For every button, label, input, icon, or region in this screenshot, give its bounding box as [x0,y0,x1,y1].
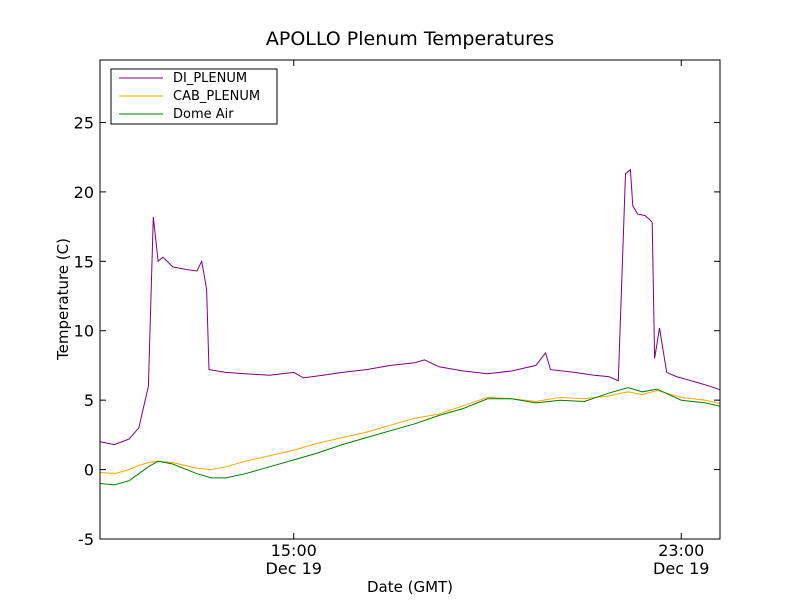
series-line-di-plenum [100,168,720,446]
legend: DI_PLENUM CAB_PLENUM Dome Air [110,68,278,125]
series-line-cab-plenum [100,389,720,475]
legend-label-dome-air: Dome Air [173,107,234,122]
y-tick-label: 15 [74,252,94,271]
x-tick-label-time: 23:00 [658,541,704,560]
y-tick-label: -5 [78,530,94,549]
x-tick-label-date: Dec 19 [653,559,709,578]
series-layer [100,168,720,486]
y-tick-label: 25 [74,113,94,132]
y-axis-label: Temperature (C) [54,238,72,361]
x-tick-label-time: 15:00 [271,541,317,560]
legend-label-cab-plenum: CAB_PLENUM [173,89,260,104]
y-axis: -5 0 5 10 15 20 25 [74,113,720,549]
plot-frame [99,59,721,540]
y-tick-label: 10 [74,322,94,341]
y-tick-label: 5 [84,391,94,410]
x-tick-label-date: Dec 19 [266,559,322,578]
x-axis-label: Date (GMT) [367,578,453,596]
series-line-dome-air [100,387,720,486]
y-tick-label: 20 [74,183,94,202]
chart-title: APOLLO Plenum Temperatures [266,28,554,50]
legend-label-di-plenum: DI_PLENUM [173,71,247,86]
y-tick-label: 0 [84,461,94,480]
